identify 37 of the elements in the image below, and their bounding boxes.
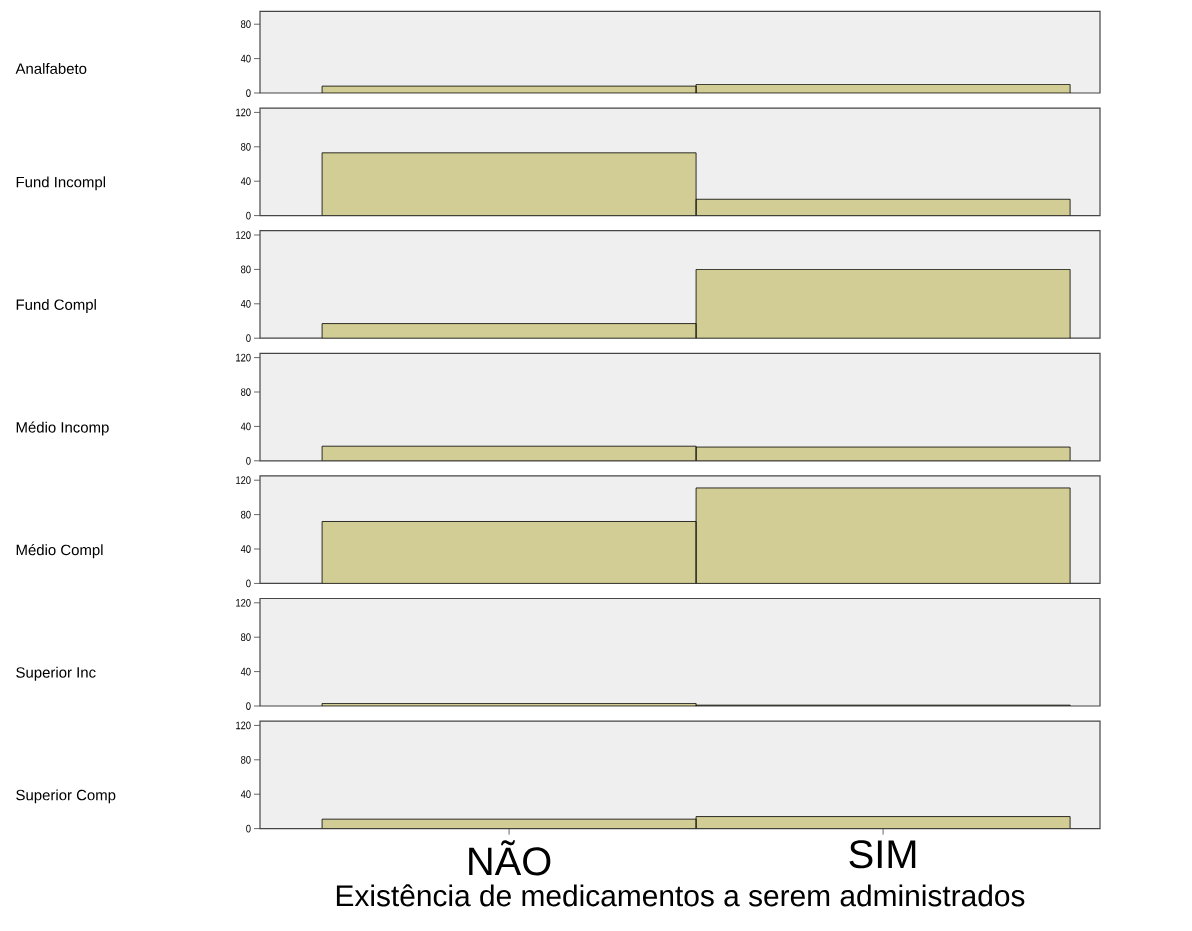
x-axis-title: Existência de medicamentos a serem administrados xyxy=(336,884,1025,907)
y-tick-label: 80 xyxy=(241,633,251,642)
y-tick-label: 0 xyxy=(246,334,251,343)
y-tick-label: 40 xyxy=(240,667,251,676)
y-tick-label: 40 xyxy=(240,545,251,553)
y-tick-label: 120 xyxy=(236,353,251,362)
y-tick-label: 80 xyxy=(241,755,251,764)
y-axis-title: Fund Incompl xyxy=(16,176,106,191)
y-tick-label: 80 xyxy=(241,388,251,396)
y-tick-label: 120 xyxy=(236,598,251,607)
y-tick-label: 0 xyxy=(246,702,251,710)
x-tick-label: NÃO xyxy=(469,840,551,876)
y-tick-label: 80 xyxy=(241,142,251,151)
y-tick-label: 80 xyxy=(241,265,251,274)
y-tick-label: 80 xyxy=(241,20,251,29)
y-tick-label: 0 xyxy=(246,89,251,97)
y-tick-label: 0 xyxy=(246,211,251,220)
y-tick-label: 120 xyxy=(236,721,251,730)
y-tick-label: 80 xyxy=(241,510,251,519)
y-tick-label: 0 xyxy=(246,824,251,833)
y-tick-label: 0 xyxy=(246,579,251,588)
y-tick-label: 120 xyxy=(236,108,251,117)
y-axis-title: Médio Compl xyxy=(16,544,103,559)
y-tick-label: 120 xyxy=(236,476,251,485)
y-axis-title: Superior Inc xyxy=(16,666,96,681)
y-tick-label: 40 xyxy=(240,177,251,186)
y-tick-label: 0 xyxy=(246,456,251,465)
y-tick-label: 40 xyxy=(240,299,251,308)
y-tick-label: 120 xyxy=(236,231,251,239)
y-axis-title: Analfabeto xyxy=(15,63,87,74)
y-tick-label: 40 xyxy=(240,790,251,799)
y-tick-label: 40 xyxy=(240,422,251,431)
y-axis-title: Superior Comp xyxy=(16,789,116,804)
y-tick-label: 40 xyxy=(240,54,251,63)
y-axis-title: Fund Compl xyxy=(16,298,96,313)
x-tick-label: SIM xyxy=(849,840,916,869)
y-axis-title: Médio Incomp xyxy=(16,421,109,436)
